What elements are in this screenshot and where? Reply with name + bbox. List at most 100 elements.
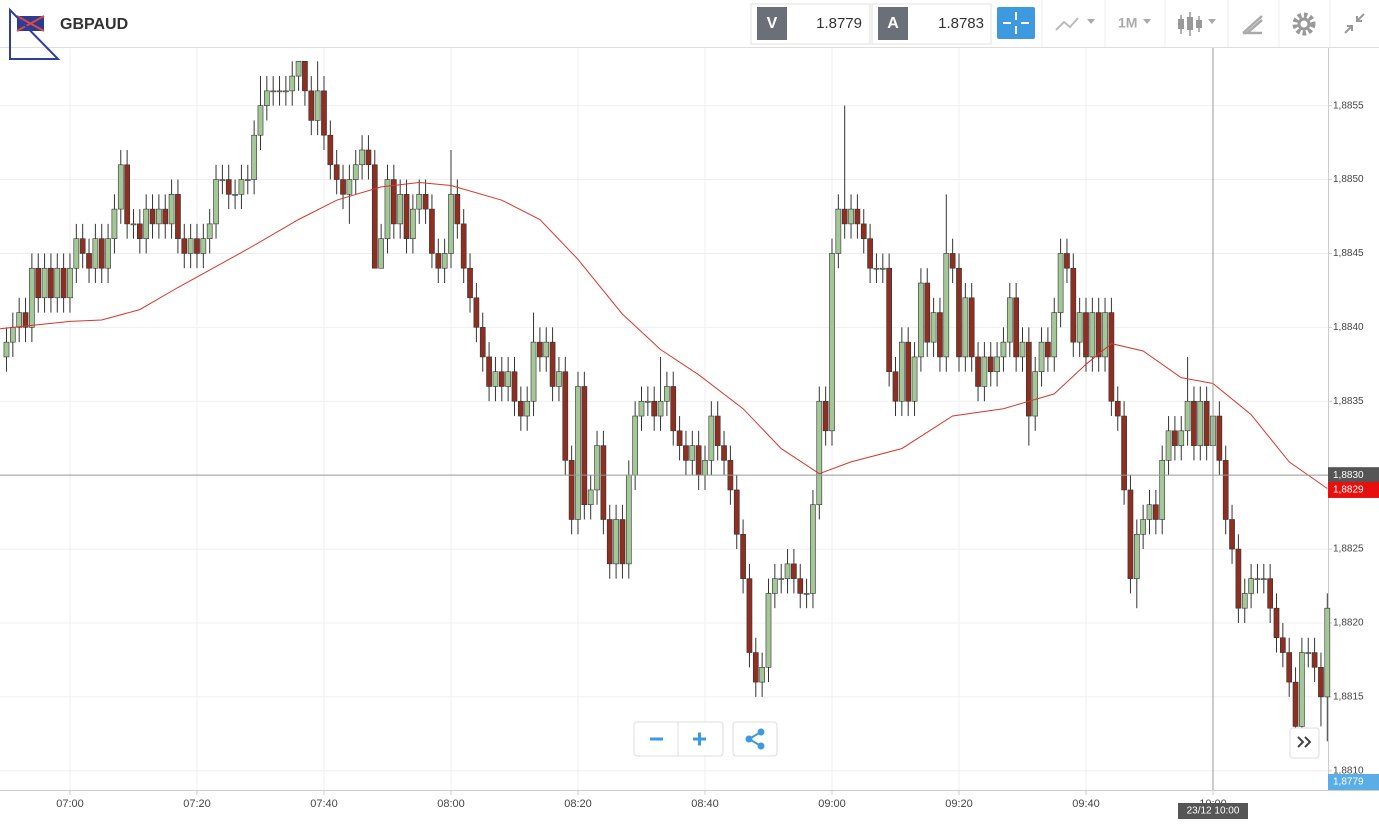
candle-body — [289, 75, 296, 92]
candle-body — [1108, 312, 1115, 402]
candle-body — [16, 312, 23, 328]
candle-body — [308, 90, 315, 121]
candle-body — [302, 61, 308, 92]
candle-body — [79, 238, 86, 254]
candle-body — [175, 194, 181, 239]
candle-body — [1045, 341, 1051, 358]
candle-body — [581, 386, 588, 506]
candle-body — [403, 194, 410, 239]
candle-body — [657, 400, 664, 417]
candle-body — [740, 533, 746, 579]
candle-body — [816, 400, 823, 506]
candle-body — [664, 386, 670, 402]
candle-body — [35, 267, 42, 299]
candle-body — [644, 400, 651, 403]
candle-body — [1114, 400, 1121, 417]
scroll-button[interactable] — [1289, 727, 1320, 759]
candle-body — [930, 312, 937, 343]
y-tick-label: 1,8815 — [1333, 692, 1364, 703]
candle-body — [1248, 578, 1254, 594]
candle-body — [321, 90, 327, 136]
candle-body — [1165, 430, 1172, 461]
candle-body — [1172, 430, 1178, 446]
header-bg — [0, 0, 1379, 47]
candle-body — [86, 253, 92, 269]
x-tick-label: 08:40 — [691, 798, 719, 810]
crosshair-button[interactable] — [997, 7, 1035, 39]
candle-body — [1076, 312, 1083, 343]
candle-body — [3, 341, 10, 358]
candle-body — [994, 356, 1000, 373]
settings-icon-core — [1297, 17, 1311, 31]
candle-body — [1203, 400, 1210, 446]
y-tick-label: 1,8825 — [1333, 544, 1364, 555]
share-button[interactable] — [732, 721, 778, 757]
x-tick-label: 09:00 — [818, 798, 846, 810]
candle-body — [1133, 533, 1140, 579]
candle-body — [1038, 341, 1045, 373]
candle-body — [98, 238, 105, 269]
candle-body — [899, 341, 905, 402]
candle-body — [937, 312, 943, 358]
candle-body — [537, 341, 543, 358]
candle-body — [949, 253, 956, 269]
indicator-icon[interactable] — [1055, 17, 1079, 31]
candle-body — [111, 208, 118, 239]
crosshair-price-bg — [1328, 467, 1379, 484]
y-tick-label: 1,8840 — [1333, 322, 1364, 333]
candle-body — [225, 179, 232, 195]
candle-body — [346, 179, 353, 195]
y-tick-label: 1,8845 — [1333, 248, 1364, 259]
candle-body — [257, 105, 264, 136]
x-tick-label: 09:20 — [945, 798, 973, 810]
candle-body — [1140, 519, 1146, 535]
y-tick-label: 1,8810 — [1333, 765, 1364, 776]
candle-body — [314, 90, 321, 121]
zoom-in[interactable] — [693, 732, 706, 746]
timeframe[interactable]: 1M — [1118, 15, 1137, 31]
candle-body — [22, 312, 29, 328]
share-dot — [757, 742, 765, 750]
candle-body — [1121, 415, 1127, 491]
candle-body — [879, 267, 886, 270]
settings-icon[interactable] — [1292, 12, 1316, 36]
draw-icon[interactable] — [1242, 15, 1263, 35]
x-tick-label: 07:40 — [310, 798, 338, 810]
candle-body — [511, 371, 518, 402]
crosshair-icon — [1003, 12, 1029, 34]
candle-body — [244, 179, 251, 181]
collapse-icon[interactable] — [1344, 13, 1365, 34]
candle-body — [270, 90, 277, 93]
candle-body — [295, 61, 302, 77]
candle-body — [390, 179, 397, 225]
candle-body — [765, 593, 772, 668]
candle-icon-body — [1187, 17, 1193, 30]
candle-body — [486, 356, 492, 387]
candle-body — [54, 267, 61, 299]
candle-body — [422, 194, 429, 210]
candle-body — [924, 282, 931, 343]
candle-body — [854, 208, 861, 225]
candle-body — [136, 223, 143, 239]
candle-body — [778, 578, 785, 580]
y-tick-label: 1,8835 — [1333, 396, 1364, 407]
candle-body — [492, 371, 499, 387]
candle-body — [162, 208, 169, 225]
candle-body — [1267, 578, 1273, 609]
candle-body — [651, 400, 658, 417]
candle-body — [168, 194, 175, 225]
candle-body — [867, 238, 873, 269]
candle-body — [1102, 312, 1108, 358]
candle-body — [359, 149, 365, 166]
candle-body — [283, 90, 289, 93]
dropdown — [1208, 19, 1216, 24]
candle-body — [873, 267, 880, 270]
candle-body — [968, 297, 975, 358]
candle-body — [575, 386, 581, 520]
candle-body — [219, 179, 226, 181]
sell-label: V — [767, 15, 778, 32]
candle-body — [1191, 400, 1197, 446]
candle-body — [1051, 312, 1058, 358]
